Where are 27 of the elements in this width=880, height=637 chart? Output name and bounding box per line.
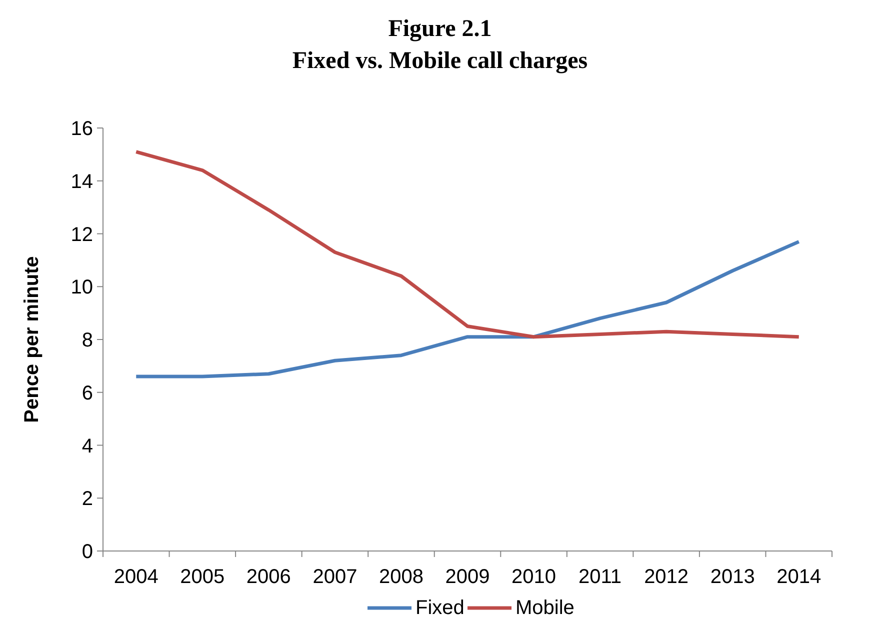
x-tick-label: 2010: [512, 566, 556, 588]
y-tick-label: 6: [82, 382, 93, 404]
legend-label: Fixed: [416, 597, 464, 619]
line-series: [134, 150, 801, 339]
chart-subtitle: Fixed vs. Mobile call charges: [292, 48, 588, 74]
x-tick-label: 2007: [312, 566, 358, 588]
y-tick-label: 10: [70, 276, 93, 299]
x-tick-label: 2014: [776, 566, 822, 588]
y-tick-label: 4: [82, 435, 93, 458]
x-tick-label: 2013: [710, 566, 755, 588]
y-tick-label: 16: [70, 118, 93, 140]
y-tick-label: 12: [70, 224, 93, 246]
legend-label: Mobile: [516, 597, 574, 619]
x-tick-label: 2008: [378, 566, 424, 588]
y-tick-label: 2: [82, 488, 93, 510]
y-tick-label: 14: [70, 170, 93, 193]
x-tick-label: 2005: [180, 566, 225, 588]
y-tick-label: 0: [82, 541, 93, 563]
y-axis-title: Pence per minute: [21, 256, 43, 423]
x-tick-label: 2006: [246, 566, 291, 588]
x-tick-label: 2011: [578, 566, 622, 588]
x-tick-label: 2012: [644, 566, 689, 588]
line-series: [134, 240, 801, 378]
x-tick-label: 2009: [445, 566, 490, 588]
chart-title: Figure 2.1: [388, 16, 492, 42]
x-tick-label: 2004: [114, 566, 158, 588]
y-tick-label: 8: [82, 330, 93, 352]
